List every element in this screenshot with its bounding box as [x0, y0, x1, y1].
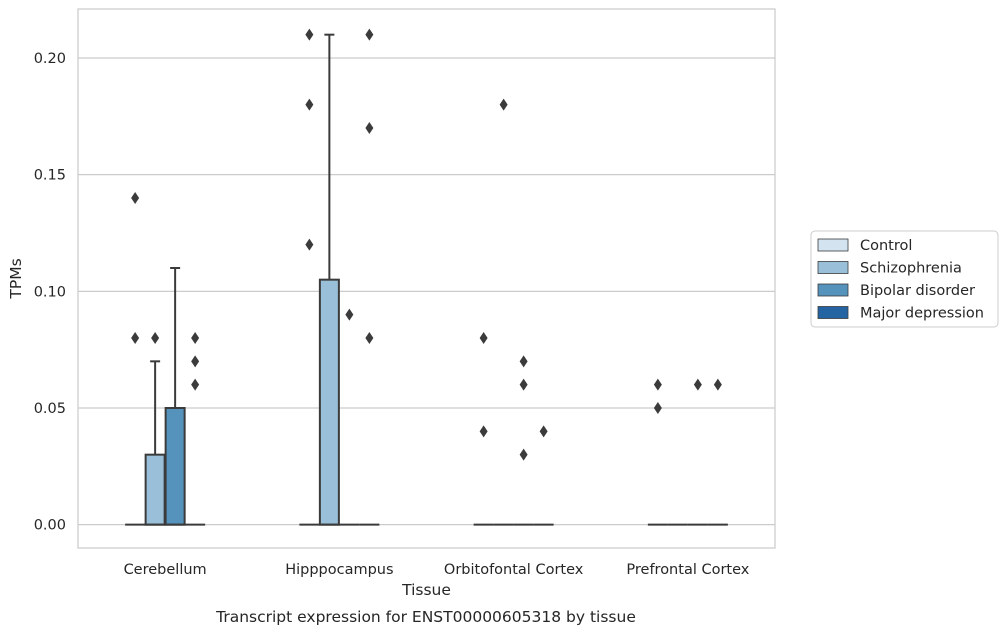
outlier-point	[131, 332, 140, 344]
outlier-point	[365, 28, 374, 41]
box-group	[318, 33, 340, 526]
outlier-point	[305, 28, 314, 41]
legend-swatch	[817, 261, 849, 274]
x-tick-label: Hipppocampus	[285, 562, 393, 578]
x-tick-label: Orbitofontal Cortex	[444, 562, 584, 578]
chart-caption: Transcript expression for ENST0000060531…	[215, 608, 636, 626]
outlier-point	[519, 448, 528, 461]
outlier-point	[519, 378, 528, 391]
outlier-point	[653, 402, 662, 414]
x-tick-label: Prefrontal Cortex	[626, 562, 749, 578]
box-iqr	[318, 278, 340, 526]
box-group	[707, 378, 728, 526]
outlier-point	[191, 332, 200, 344]
box-group	[299, 28, 320, 526]
outlier-point	[539, 425, 548, 438]
box-group	[164, 267, 186, 526]
box-group	[647, 378, 668, 526]
plot-marks	[125, 28, 728, 526]
outlier-point	[305, 98, 314, 111]
legend-entry: Control	[860, 238, 912, 254]
y-tick-labels: 0.00 0.05 0.10 0.15 0.20	[34, 51, 66, 534]
legend-entry: Major depression	[860, 306, 984, 322]
y-tick-label: 0.20	[34, 51, 66, 67]
legend-box	[810, 230, 999, 328]
outlier-point	[693, 378, 702, 391]
legend: Control Schizophrenia Bipolar disorder Majo…	[810, 230, 999, 328]
x-tick-label: Cerebellum	[124, 562, 207, 578]
outlier-point	[365, 122, 374, 134]
y-axis-title: TPMs	[7, 258, 25, 299]
y-tick-label: 0.05	[34, 401, 66, 417]
y-tick-label: 0.10	[34, 284, 66, 300]
box-iqr	[164, 407, 186, 526]
y-tick-label: 0.15	[34, 168, 66, 184]
outlier-point	[305, 238, 314, 251]
outlier-point	[345, 308, 354, 321]
legend-swatch	[817, 283, 849, 297]
box-group	[144, 332, 166, 526]
box-iqr	[144, 453, 166, 526]
outlier-point	[191, 355, 200, 368]
legend-entry: Schizophrenia	[860, 261, 962, 277]
plot-frame	[77, 8, 776, 549]
box-group	[513, 355, 534, 526]
outlier-point	[479, 425, 488, 438]
box-group	[493, 98, 514, 526]
x-axis-title: Tissue	[401, 581, 451, 599]
legend-entry: Bipolar disorder	[860, 283, 975, 299]
outlier-point	[653, 378, 662, 391]
outlier-point	[499, 98, 508, 111]
box-group	[339, 308, 360, 526]
outlier-point	[191, 378, 200, 391]
outlier-point	[519, 355, 528, 368]
x-tick-labels: Cerebellum Hipppocampus Orbitofontal Corte…	[124, 562, 750, 578]
outlier-point	[131, 192, 140, 204]
box-group	[473, 332, 494, 526]
outlier-point	[713, 378, 722, 391]
box-group	[125, 192, 146, 526]
box-group	[185, 332, 206, 526]
outlier-point	[151, 332, 160, 344]
box-group	[533, 425, 554, 526]
box-group	[359, 28, 380, 526]
y-tick-label: 0.00	[34, 518, 66, 534]
legend-swatch	[817, 306, 849, 319]
legend-swatch	[817, 238, 849, 252]
outlier-point	[479, 332, 488, 344]
outlier-point	[365, 332, 374, 344]
box-group	[687, 378, 708, 526]
